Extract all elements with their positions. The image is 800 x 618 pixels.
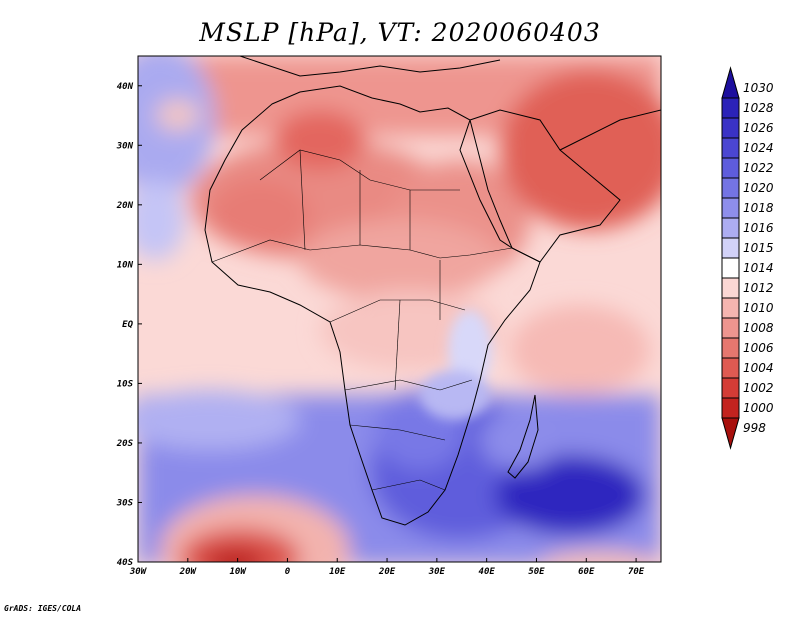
lon-tick-label: 70E (628, 567, 645, 577)
country-borders (211, 149, 513, 491)
colorbar-swatch (721, 117, 740, 139)
colorbar-swatch (721, 97, 740, 119)
lon-tick-label: 10E (329, 567, 346, 577)
colorbar-bottom-arrow (721, 417, 740, 450)
map-frame (137, 55, 662, 563)
colorbar-label: 1018 (743, 201, 774, 215)
lat-tick-label: EQ (122, 320, 133, 330)
colorbar-swatch (721, 257, 740, 279)
lat-tick-label: 40N (117, 82, 134, 92)
colorbar-label: 1002 (743, 381, 774, 395)
europe-coastline (239, 56, 501, 77)
colorbar: 1030 1028 1026 1024 1022 1020 1018 1016 1015 1014… (721, 66, 774, 450)
colorbar-swatch (721, 217, 740, 239)
colorbar-swatch (721, 317, 740, 339)
colorbar-label: 1010 (743, 301, 774, 315)
colorbar-label: 1028 (743, 101, 774, 115)
lon-tick-label: 60E (578, 567, 595, 577)
map-title: MSLP [hPa], VT: 2020060403 (199, 18, 601, 47)
lat-tick-label: 10S (117, 379, 134, 389)
colorbar-swatch (721, 277, 740, 299)
colorbar-swatch (721, 397, 740, 419)
lat-tick-label: 30S (116, 498, 134, 508)
colorbar-label: 1016 (743, 221, 774, 235)
africa-coastline (204, 85, 541, 526)
lon-tick-label: 0 (285, 567, 291, 577)
lat-tick-label: 10N (117, 260, 134, 270)
latitude-axis: 40N 30N 20N 10N EQ 10S 20S 30S 40S (116, 82, 142, 568)
colorbar-swatch (721, 357, 740, 379)
colorbar-label: 1000 (743, 401, 774, 415)
lon-tick-label: 20W (179, 567, 198, 577)
lon-tick-label: 10W (229, 567, 247, 577)
lon-tick-label: 40E (479, 567, 496, 577)
lon-tick-label: 30E (428, 567, 446, 577)
lat-tick-label: 20N (116, 201, 134, 211)
colorbar-label: 1024 (743, 141, 774, 155)
colorbar-top-arrow (721, 66, 740, 99)
credit-text: GrADS: IGES/COLA (4, 604, 82, 613)
colorbar-label: 1020 (743, 181, 774, 195)
lon-tick-label: 30W (129, 567, 148, 577)
colorbar-swatch (721, 337, 740, 359)
coastlines (204, 56, 661, 526)
colorbar-label: 1004 (743, 361, 774, 375)
colorbar-label: 998 (743, 421, 766, 435)
lat-tick-label: 20S (116, 439, 134, 449)
colorbar-swatch (721, 177, 740, 199)
colorbar-label: 1030 (743, 81, 774, 95)
colorbar-label: 1026 (743, 121, 774, 135)
lon-tick-label: 20E (378, 567, 396, 577)
colorbar-swatch (721, 197, 740, 219)
asia-coastline (559, 109, 661, 151)
arabia-coastline (469, 109, 621, 263)
colorbar-label: 1006 (743, 341, 774, 355)
colorbar-swatch (721, 157, 740, 179)
colorbar-swatch (721, 297, 740, 319)
colorbar-label: 1012 (743, 281, 774, 295)
longitude-axis: 30W 20W 10W 0 10E 20E 30E 40E 50E 60E 70E (129, 558, 645, 577)
colorbar-swatch (721, 237, 740, 259)
lat-tick-label: 30N (116, 141, 134, 151)
lon-tick-label: 50E (528, 567, 545, 577)
colorbar-swatch (721, 377, 740, 399)
colorbar-label: 1014 (743, 261, 774, 275)
madagascar-coastline (507, 394, 539, 479)
lat-tick-label: 40S (117, 558, 134, 568)
colorbar-label: 1008 (743, 321, 774, 335)
colorbar-label: 1015 (743, 241, 774, 255)
colorbar-swatch (721, 137, 740, 159)
colorbar-label: 1022 (743, 161, 774, 175)
